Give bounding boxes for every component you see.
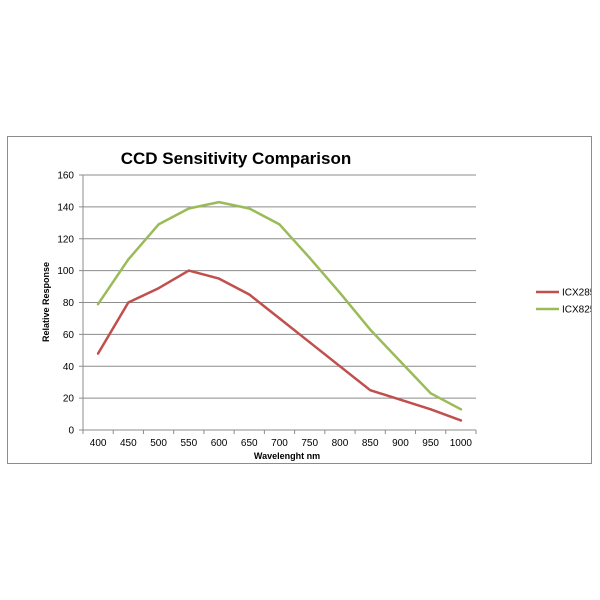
data-point-icx825-900 <box>399 360 402 363</box>
y-tick-label-140: 140 <box>57 202 74 213</box>
x-tick-label-950: 950 <box>422 438 439 449</box>
series-line-icx825 <box>96 200 463 411</box>
data-point-icx825-1000 <box>459 408 463 411</box>
legend-label-icx825: ICX825 <box>562 305 591 316</box>
data-point-icx825-500 <box>157 223 160 226</box>
y-tick-label-40: 40 <box>63 362 75 373</box>
data-point-icx825-650 <box>248 207 251 210</box>
y-tick-label-80: 80 <box>63 298 75 309</box>
data-point-icx285-750 <box>308 341 311 344</box>
data-point-icx285-500 <box>157 286 160 290</box>
y-axis-label: Relative Response <box>41 262 51 342</box>
x-tick-label-1000: 1000 <box>450 438 473 449</box>
data-point-icx285-700 <box>278 317 281 320</box>
data-point-icx825-600 <box>217 200 221 204</box>
data-point-icx825-850 <box>368 328 372 331</box>
data-point-icx825-700 <box>278 223 281 226</box>
y-tick-label-100: 100 <box>57 266 74 277</box>
x-tick-label-500: 500 <box>150 438 167 449</box>
x-axis-label: Wavelenght nm <box>254 451 320 461</box>
data-point-icx285-400 <box>96 352 100 355</box>
legend-label-icx285: ICX285 <box>562 288 591 299</box>
y-axis-ticks: 0 20 40 60 80 100 120 140 160 <box>57 171 83 437</box>
data-point-icx825-450 <box>127 258 130 261</box>
y-tick-label-160: 160 <box>57 171 74 182</box>
y-tick-label-60: 60 <box>63 330 75 341</box>
data-point-icx285-550 <box>187 269 191 272</box>
data-point-icx285-950 <box>429 408 432 411</box>
data-point-icx285-650 <box>248 293 251 296</box>
legend: ICX285 ICX825 <box>536 288 591 316</box>
x-tick-label-400: 400 <box>90 438 107 449</box>
data-point-icx285-850 <box>368 388 372 392</box>
line-chart: CCD Sensitivity Comparison 0 20 40 60 80 100 1… <box>41 149 591 461</box>
data-point-icx825-750 <box>308 256 311 260</box>
data-point-icx825-950 <box>429 392 432 395</box>
chart-area: CCD Sensitivity Comparison 0 20 40 60 80 100 1… <box>7 136 592 464</box>
x-tick-label-750: 750 <box>301 438 318 449</box>
data-point-icx285-1000 <box>459 419 463 422</box>
series-lines <box>96 200 463 422</box>
data-point-icx825-800 <box>338 291 342 295</box>
y-tick-label-20: 20 <box>63 394 75 405</box>
data-point-icx285-450 <box>127 301 130 304</box>
gridlines <box>83 174 476 399</box>
x-tick-label-650: 650 <box>241 438 258 449</box>
chart-title: CCD Sensitivity Comparison <box>121 149 352 168</box>
x-tick-label-700: 700 <box>271 438 288 449</box>
x-tick-label-600: 600 <box>211 438 228 449</box>
x-tick-label-450: 450 <box>120 438 137 449</box>
x-tick-label-900: 900 <box>392 438 409 449</box>
data-point-icx285-800 <box>338 365 342 368</box>
x-tick-label-850: 850 <box>362 438 379 449</box>
x-axis-ticks: 400 450 500 550 600 650 700 750 800 850 900 950 1000 <box>82 430 477 449</box>
x-tick-label-550: 550 <box>180 438 197 449</box>
data-point-icx825-550 <box>187 207 191 210</box>
x-tick-label-800: 800 <box>332 438 349 449</box>
data-point-icx285-600 <box>217 277 221 280</box>
data-point-icx825-400 <box>96 302 100 306</box>
y-tick-label-0: 0 <box>68 426 74 437</box>
data-point-icx285-900 <box>399 398 402 401</box>
y-tick-label-120: 120 <box>57 234 74 245</box>
axes <box>82 175 476 431</box>
